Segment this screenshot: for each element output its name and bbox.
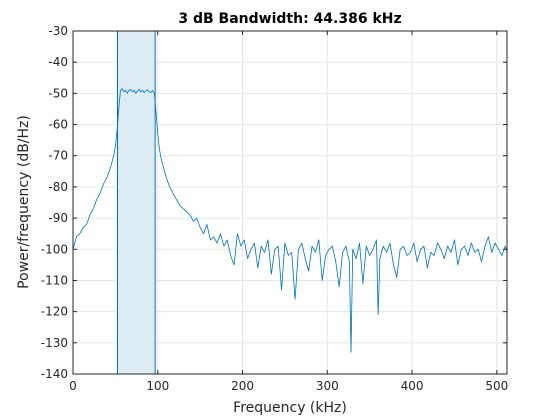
y-tick-label: -130 (41, 336, 68, 350)
y-tick-label: -90 (48, 211, 68, 225)
x-tick-labels: 0 100 200 300 400 500 (69, 379, 508, 393)
axis-ticks (72, 30, 507, 375)
y-tick-label: -140 (41, 367, 68, 381)
y-tick-label: -70 (48, 149, 68, 163)
x-axis-title: Frequency (kHz) (233, 400, 347, 416)
bandwidth-band (117, 30, 156, 375)
y-tick-labels: -140 -130 -120 -110 -100 -90 -80 -70 -60 -50 -40 -3… (41, 24, 68, 381)
y-tick-label: -100 (41, 242, 68, 256)
chart-title: 3 dB Bandwidth: 44.386 kHz (178, 11, 401, 27)
plot-frame (72, 30, 508, 375)
x-tick-label: 300 (316, 379, 339, 393)
x-tick-label: 200 (231, 379, 254, 393)
x-tick-label: 500 (485, 379, 508, 393)
y-tick-label: -120 (41, 305, 68, 319)
y-tick-label: -50 (48, 86, 68, 100)
y-tick-label: -80 (48, 180, 68, 194)
y-tick-label: -30 (48, 24, 68, 38)
spectrum-line (72, 88, 508, 353)
x-tick-label: 0 (69, 379, 77, 393)
x-tick-label: 400 (401, 379, 424, 393)
x-tick-label: 100 (146, 379, 169, 393)
y-tick-label: -110 (41, 273, 68, 287)
y-tick-label: -60 (48, 118, 68, 132)
y-axis-title: Power/frequency (dB/Hz) (16, 115, 32, 289)
y-tick-label: -40 (48, 55, 68, 69)
